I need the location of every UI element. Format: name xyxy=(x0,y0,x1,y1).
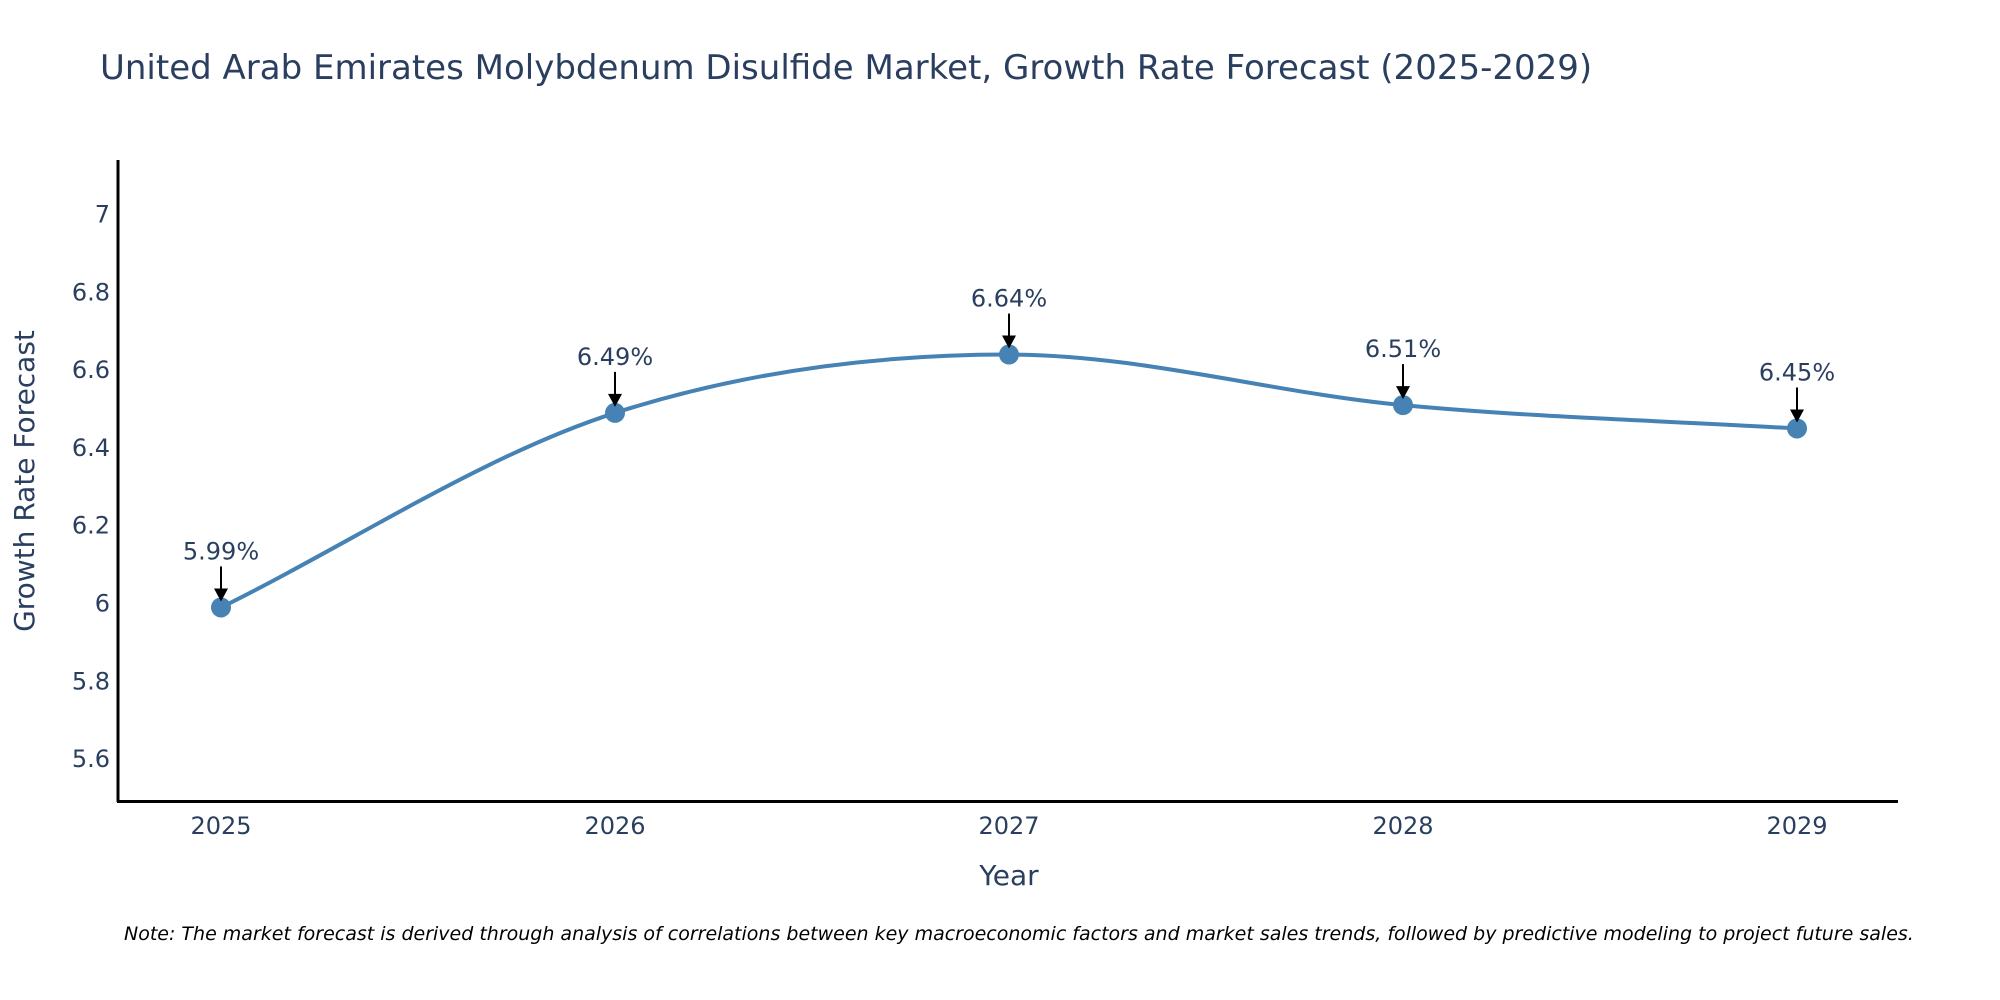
y-axis-title: Growth Rate Forecast xyxy=(8,330,41,632)
x-tick-label: 2028 xyxy=(1372,812,1433,840)
chart-title: United Arab Emirates Molybdenum Disulfid… xyxy=(100,48,1592,88)
annotation-arrow-head xyxy=(608,393,622,407)
y-tick-label: 6 xyxy=(95,590,110,618)
y-tick-label: 6.2 xyxy=(72,512,110,540)
x-tick-label: 2026 xyxy=(584,812,645,840)
annotation-arrow-head xyxy=(1396,386,1410,400)
annotation-arrow-head xyxy=(1790,409,1804,423)
data-point xyxy=(1393,395,1413,416)
x-tick-label: 2029 xyxy=(1766,812,1827,840)
forecast-note: Note: The market forecast is derived thr… xyxy=(124,923,1914,945)
data-point xyxy=(999,344,1019,365)
data-label: 6.51% xyxy=(1365,335,1441,363)
annotation-arrow-head xyxy=(1002,335,1016,349)
y-tick-label: 5.6 xyxy=(72,745,110,773)
data-label: 5.99% xyxy=(183,537,259,565)
data-label: 6.45% xyxy=(1759,358,1835,386)
x-tick-labels: 2025 2026 2027 2028 2029 xyxy=(190,812,1827,840)
annotation-arrow-head xyxy=(214,588,228,602)
x-axis-title: Year xyxy=(978,859,1039,892)
data-label: 6.49% xyxy=(577,343,653,371)
y-tick-label: 6.6 xyxy=(72,356,110,384)
y-tick-labels: 5.6 5.8 6 6.2 6.4 6.6 6.8 7 xyxy=(72,200,110,773)
data-label: 6.64% xyxy=(971,285,1047,313)
data-point xyxy=(1787,418,1807,439)
y-tick-label: 6.8 xyxy=(72,278,110,306)
data-annotations: 5.99% 6.49% 6.64% 6.51% 6.45% xyxy=(183,285,1835,602)
y-tick-label: 6.4 xyxy=(72,434,110,462)
y-tick-label: 7 xyxy=(95,200,110,228)
x-tick-label: 2025 xyxy=(190,812,251,840)
data-point xyxy=(211,597,231,618)
data-point xyxy=(605,402,625,423)
x-tick-label: 2027 xyxy=(978,812,1039,840)
y-tick-label: 5.8 xyxy=(72,667,110,695)
data-points xyxy=(211,344,1807,618)
series-line xyxy=(219,352,1799,610)
